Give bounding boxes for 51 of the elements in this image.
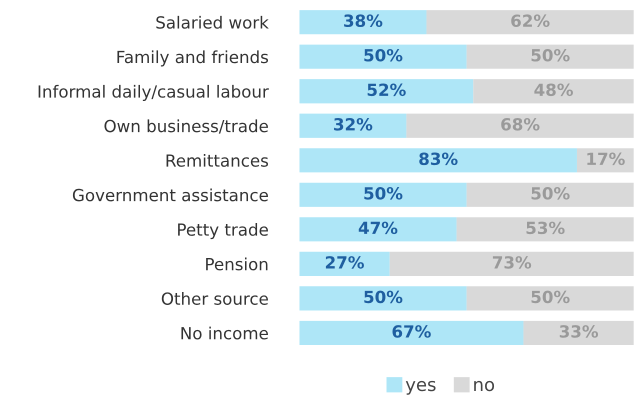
bar (426, 10, 634, 34)
data-label: 50% (532, 290, 570, 304)
bar (299, 252, 390, 276)
bar (299, 114, 406, 138)
bar (299, 148, 577, 172)
y-tick-label: Family and friends (117, 50, 268, 67)
bar (456, 217, 634, 242)
data-label: 52% (368, 83, 406, 96)
bar (299, 44, 467, 69)
data-label: 17% (587, 152, 625, 166)
data-label: 27% (326, 256, 364, 269)
y-tick-label: Other source (162, 292, 268, 305)
bar (466, 44, 634, 69)
bar (466, 286, 634, 310)
y-tick-label: Remittances (166, 154, 268, 167)
bar (299, 10, 426, 34)
bar (299, 320, 524, 345)
data-label: 50% (364, 48, 402, 62)
bar (299, 286, 467, 310)
bar (299, 79, 474, 104)
data-label: 38% (344, 14, 382, 28)
data-label: 68% (501, 118, 540, 131)
data-label: 47% (358, 222, 398, 234)
data-label: 73% (492, 256, 532, 269)
bar (299, 217, 457, 242)
y-tick-label: Government assistance (72, 188, 268, 202)
bar (390, 252, 634, 276)
data-label: 62% (511, 14, 550, 28)
y-tick-label: Salaried work (156, 16, 269, 29)
bar (299, 182, 467, 207)
data-label: 83% (419, 152, 458, 166)
data-label: 53% (526, 222, 565, 234)
data-label: 32% (334, 118, 372, 131)
data-label: 50% (364, 187, 402, 200)
y-tick-label: Petty trade (178, 223, 268, 240)
data-label: 33% (560, 325, 598, 338)
y-tick-label: Own business/trade (104, 119, 268, 134)
y-tick-label: No income (181, 326, 268, 340)
legend-label: yes (406, 380, 436, 395)
data-label: 50% (532, 48, 570, 62)
data-label: 48% (534, 83, 573, 96)
data-label: 67% (392, 325, 431, 338)
y-tick-label: Informal daily/casual labour (38, 84, 269, 102)
data-label: 50% (532, 187, 570, 200)
bar (406, 114, 634, 138)
bar (473, 79, 634, 104)
legend-label: no (474, 380, 494, 392)
bar (523, 320, 634, 345)
data-label: 50% (364, 290, 402, 304)
y-tick-label: Pension (206, 258, 268, 270)
bar (466, 182, 634, 207)
